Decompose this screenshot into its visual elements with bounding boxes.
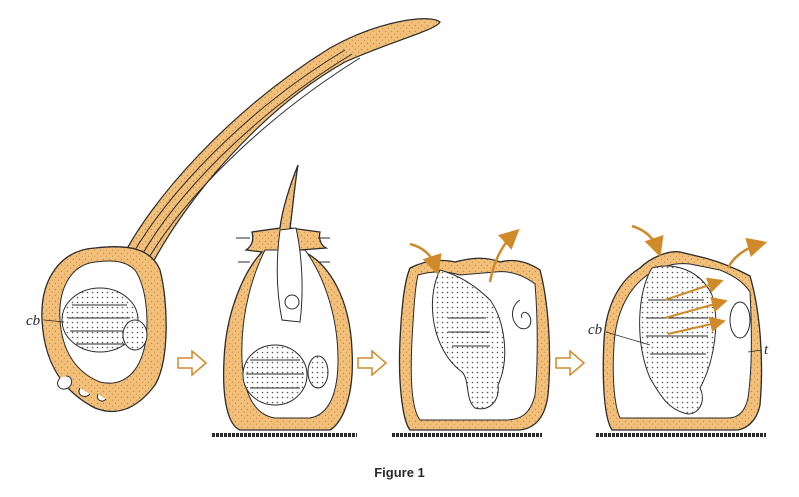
flow-arrow-out-3 — [488, 228, 520, 283]
flow-arrow-in-4 — [631, 224, 664, 258]
stage-1-larva — [41, 18, 441, 413]
label-cb-left: cb — [26, 313, 41, 329]
stage-2-settling — [212, 164, 357, 437]
stage-4-juvenile — [596, 224, 768, 437]
larva-tail — [119, 18, 441, 269]
stage-arrow-3 — [555, 349, 586, 377]
figure-caption: Figure 1 — [374, 465, 425, 480]
label-t: t — [764, 342, 769, 358]
stage-3-metamorphosis — [392, 228, 551, 437]
label-cb-right: cb — [588, 322, 603, 338]
flow-arrow-through-4 — [664, 277, 724, 301]
flow-arrow-out-4 — [726, 237, 768, 269]
stage-arrow-1 — [177, 349, 208, 377]
stage-arrow-2 — [357, 349, 388, 377]
flow-arrow-in-3 — [409, 242, 442, 276]
